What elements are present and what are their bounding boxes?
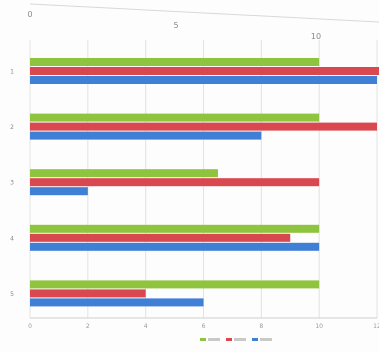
legend-label-blur xyxy=(208,338,220,341)
x-tick-label: 4 xyxy=(144,323,148,330)
bars xyxy=(30,58,379,307)
legend-swatch xyxy=(226,338,232,341)
bar xyxy=(30,242,320,251)
bar xyxy=(30,76,377,84)
bar xyxy=(30,187,88,196)
category-label: 2 xyxy=(10,124,14,131)
x-tick-label: 6 xyxy=(202,323,206,330)
bar xyxy=(30,131,262,140)
top-tick-label: 0 xyxy=(27,10,32,19)
bar xyxy=(30,58,320,66)
bar xyxy=(30,178,320,187)
category-axis: 1 2 3 4 5 xyxy=(10,69,14,298)
top-tick-label: 10 xyxy=(311,32,321,41)
x-tick-label: 12 xyxy=(373,323,379,330)
x-tick-label: 8 xyxy=(259,323,263,330)
category-label: 3 xyxy=(10,180,14,187)
bar xyxy=(30,122,377,131)
category-label: 4 xyxy=(10,235,14,242)
x-tick-label: 0 xyxy=(28,323,32,330)
legend-swatch xyxy=(252,338,258,341)
top-tick-label: 5 xyxy=(173,21,178,30)
legend-swatch xyxy=(200,338,206,341)
x-tick-label: 2 xyxy=(86,323,90,330)
legend xyxy=(200,338,272,341)
bar xyxy=(30,169,218,178)
bar xyxy=(30,298,204,307)
bar xyxy=(30,224,320,233)
top-axis: 0 5 10 xyxy=(27,3,379,41)
top-axis-line xyxy=(29,3,379,23)
category-label: 1 xyxy=(10,69,14,76)
bar xyxy=(30,289,146,298)
bar xyxy=(30,233,291,242)
legend-label-blur xyxy=(260,338,272,341)
legend-label-blur xyxy=(234,338,246,341)
bar xyxy=(30,113,320,122)
value-axis: 0 2 4 6 8 10 12 xyxy=(28,317,379,330)
x-tick-label: 10 xyxy=(315,323,323,330)
category-label: 5 xyxy=(10,291,14,298)
bar xyxy=(30,67,379,75)
bar xyxy=(30,280,320,289)
